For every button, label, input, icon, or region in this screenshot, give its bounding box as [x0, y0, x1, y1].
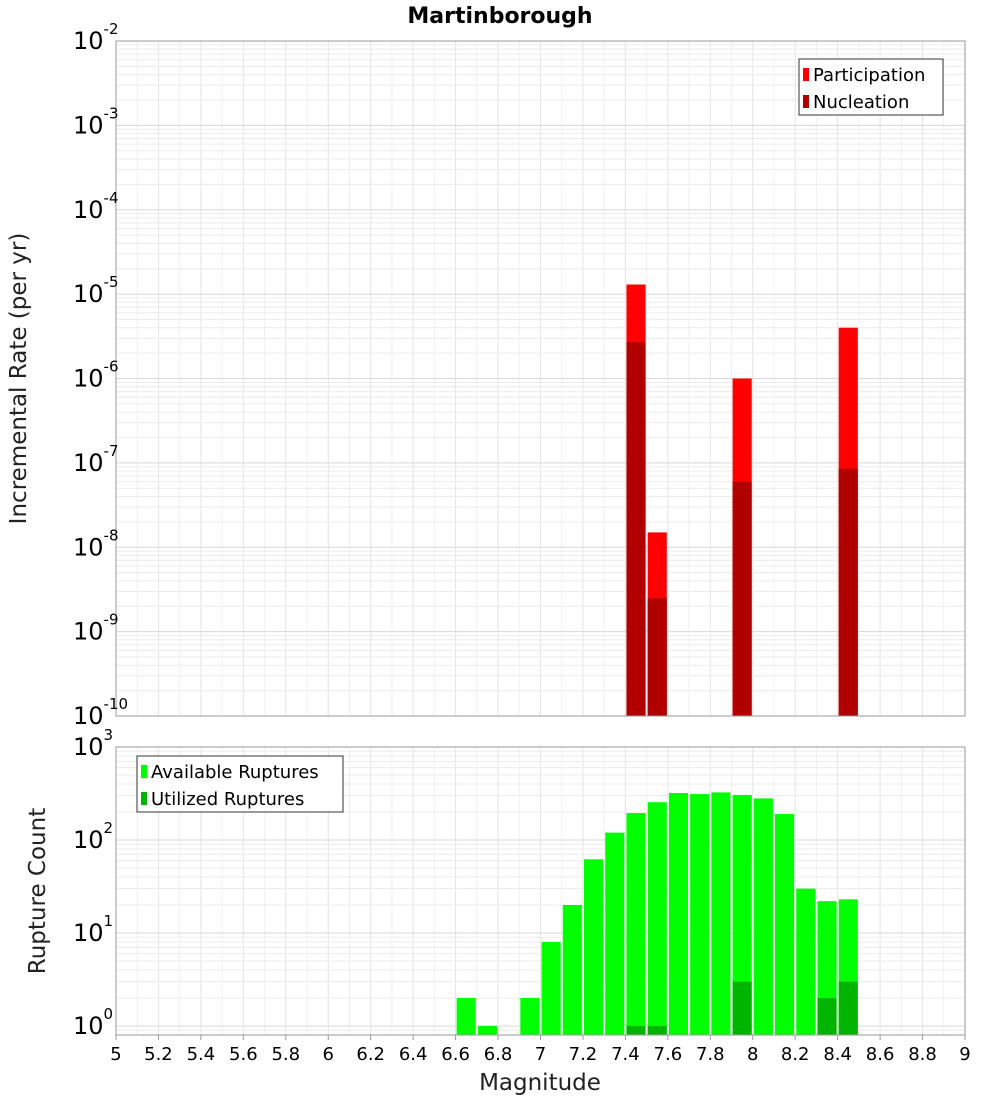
count-bar-series1: [796, 888, 816, 1035]
x-tick-label: 8: [747, 1044, 758, 1065]
x-tick-label: 5.4: [187, 1044, 216, 1065]
x-tick-label: 7.2: [569, 1044, 598, 1065]
x-tick-label: 5.6: [229, 1044, 258, 1065]
count-y-axis-label: Rupture Count: [25, 808, 51, 974]
rate-panel: 10-10 10-9 10-8 10-7 10-6 10-5 10-4 10-3 10-2 In…: [6, 20, 966, 730]
x-tick-label: 6: [323, 1044, 334, 1065]
rate-legend-swatch: [803, 68, 809, 81]
count-bar-series1: [605, 832, 625, 1035]
x-tick-label: 8.2: [781, 1044, 810, 1065]
count-bar-series1: [711, 792, 731, 1035]
count-panel: 100 101 102 103 5 5.2 5.4 5.6 5.8 6 6.2 6.4 6.6 6.8 7…: [25, 726, 971, 1096]
y-tick-label: 102: [73, 819, 113, 854]
y-tick-label: 10-3: [73, 104, 119, 139]
rate-legend-label: Participation: [813, 65, 925, 86]
count-bar-series1: [541, 942, 561, 1035]
x-tick-label: 6.6: [441, 1044, 470, 1065]
y-tick-label: 101: [73, 912, 113, 947]
rate-bars: [626, 284, 858, 716]
rate-plot-frame: [115, 40, 966, 717]
rate-bar-series2: [647, 598, 667, 716]
x-tick-label: 6.4: [399, 1044, 428, 1065]
y-tick-label: 10-6: [73, 358, 119, 393]
count-bar-series1: [520, 997, 540, 1035]
magnitude-x-ticks: 5 5.2 5.4 5.6 5.8 6 6.2 6.4 6.6 6.8 7 7.2 7.4 7.6 7.8 8…: [110, 1035, 971, 1065]
count-bar-series1: [775, 814, 795, 1035]
y-tick-label: 103: [73, 726, 113, 761]
x-tick-label: 5: [110, 1044, 121, 1065]
count-legend: Available Ruptures Utilized Ruptures: [136, 755, 344, 813]
count-legend-swatch: [141, 792, 147, 805]
count-bar-series1: [456, 997, 476, 1035]
y-tick-label: 10-2: [73, 20, 119, 55]
magnitude-x-axis-label: Magnitude: [479, 1070, 601, 1096]
count-bar-series1: [647, 802, 667, 1035]
rate-bar-series2: [732, 481, 752, 716]
y-tick-label: 10-10: [73, 695, 128, 730]
count-legend-label: Utilized Ruptures: [151, 789, 304, 810]
count-bar-series1: [668, 793, 689, 1035]
rate-y-ticks: 10-10 10-9 10-8 10-7 10-6 10-5 10-4 10-3 10-2: [73, 20, 128, 730]
rate-legend-box: [798, 58, 944, 116]
y-tick-label: 10-4: [73, 189, 119, 224]
x-tick-label: 9: [959, 1044, 970, 1065]
count-bar-series1: [477, 1025, 497, 1035]
chart-title: Martinborough: [407, 4, 592, 29]
count-bar-series2: [732, 981, 752, 1035]
rate-gridlines: [115, 41, 966, 717]
x-tick-label: 8.8: [908, 1044, 937, 1065]
y-tick-label: 10-9: [73, 611, 119, 646]
x-tick-label: 7.6: [654, 1044, 683, 1065]
count-bars: [456, 792, 858, 1035]
x-tick-label: 8.6: [866, 1044, 895, 1065]
count-bar-series1: [690, 794, 710, 1035]
rate-legend: Participation Nucleation: [798, 58, 944, 116]
x-tick-label: 7.4: [611, 1044, 640, 1065]
y-tick-label: 10-8: [73, 526, 119, 561]
x-tick-label: 5.2: [144, 1044, 173, 1065]
y-tick-label: 10-7: [73, 442, 119, 477]
rate-legend-swatch: [803, 95, 809, 108]
count-bar-series1: [732, 794, 752, 1035]
rate-bar-series2: [626, 342, 646, 716]
count-y-ticks: 100 101 102 103: [73, 726, 113, 1040]
count-bar-series1: [626, 813, 646, 1035]
count-legend-label: Available Ruptures: [151, 762, 319, 783]
x-tick-label: 8.4: [823, 1044, 852, 1065]
count-legend-swatch: [141, 765, 147, 778]
x-tick-label: 6.8: [484, 1044, 513, 1065]
count-legend-box: [136, 755, 344, 813]
x-tick-label: 6.2: [356, 1044, 385, 1065]
x-tick-label: 7.8: [696, 1044, 725, 1065]
count-bar-series2: [626, 1025, 646, 1035]
rate-bar-series2: [838, 468, 858, 716]
count-bar-series1: [562, 904, 582, 1035]
rate-y-axis-label: Incremental Rate (per yr): [6, 233, 32, 525]
count-bar-series2: [838, 981, 858, 1035]
count-bar-series1: [584, 859, 604, 1035]
x-tick-label: 7: [535, 1044, 546, 1065]
rate-legend-label: Nucleation: [813, 92, 909, 113]
count-bar-series2: [817, 997, 837, 1035]
y-tick-label: 100: [73, 1005, 113, 1040]
x-tick-label: 5.8: [271, 1044, 300, 1065]
count-bar-series1: [753, 798, 773, 1035]
y-tick-label: 10-5: [73, 273, 119, 308]
count-bar-series2: [647, 1025, 667, 1035]
